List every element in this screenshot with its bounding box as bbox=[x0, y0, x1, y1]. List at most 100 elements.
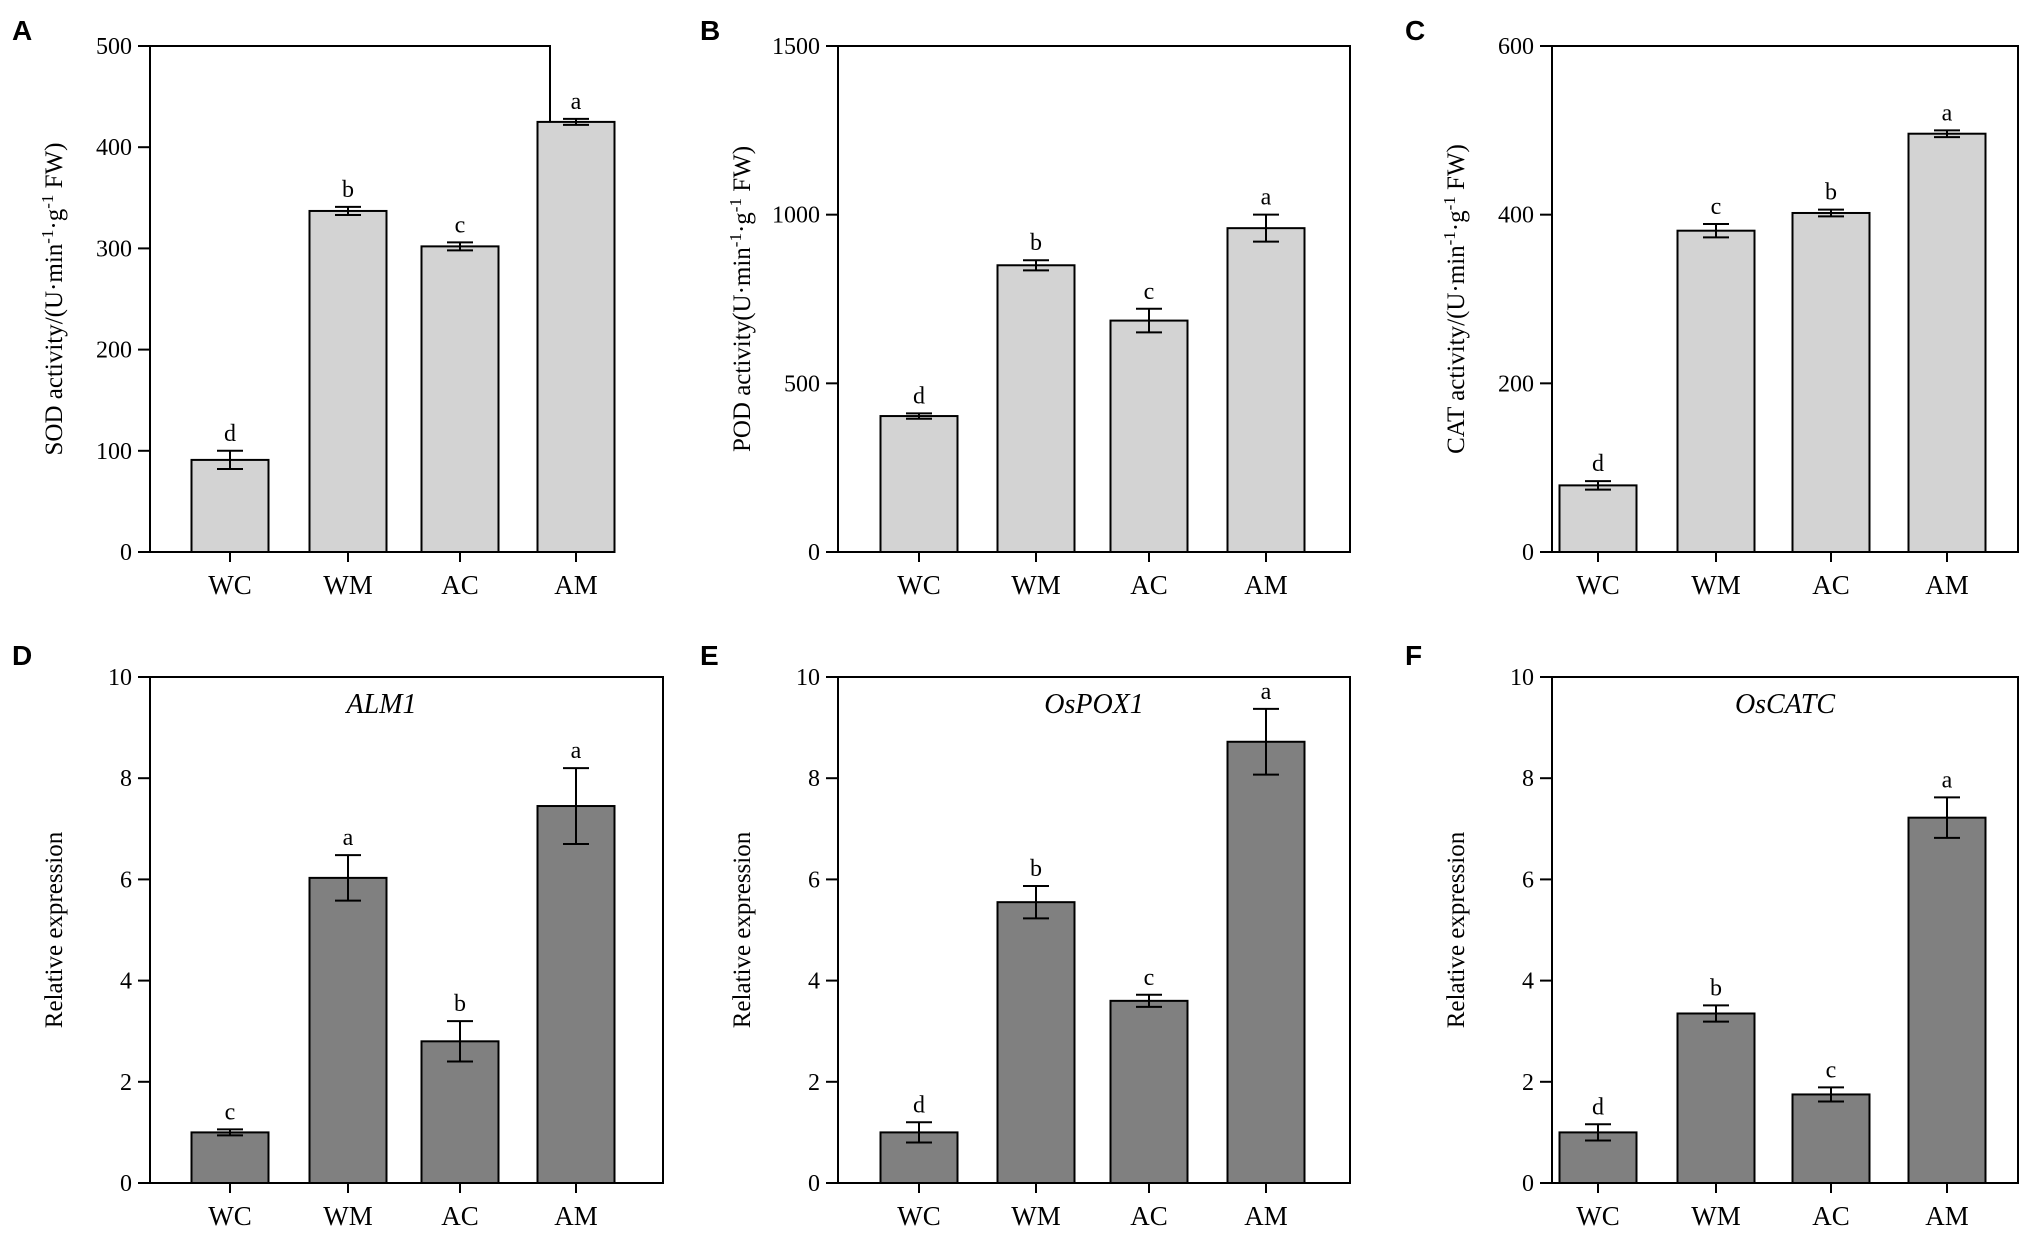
significance-letter: a bbox=[1261, 185, 1272, 211]
x-category-label: WM bbox=[1011, 570, 1061, 600]
y-tick-label: 100 bbox=[96, 439, 132, 465]
x-category-label: WM bbox=[1691, 570, 1741, 600]
significance-letter: a bbox=[343, 825, 354, 851]
y-tick-label: 0 bbox=[120, 1171, 132, 1197]
y-tick-label: 0 bbox=[808, 1171, 820, 1197]
y-axis-label: CAT activity/(U·min-1·g-1 FW) bbox=[1440, 144, 1471, 454]
bar-am bbox=[1226, 740, 1306, 1184]
y-tick-label: 1000 bbox=[772, 203, 820, 229]
panel-letter: F bbox=[1405, 640, 1422, 671]
panel-letter: C bbox=[1405, 15, 1425, 46]
y-tick-label: 600 bbox=[1498, 34, 1534, 60]
significance-letter: b bbox=[1030, 856, 1042, 882]
plot-frame bbox=[1551, 676, 2019, 1184]
significance-letter: a bbox=[1942, 100, 1953, 126]
x-category-label: AC bbox=[1130, 570, 1168, 600]
y-tick-label: 10 bbox=[1510, 665, 1534, 691]
significance-letter: c bbox=[225, 1099, 236, 1125]
significance-letter: c bbox=[1826, 1057, 1837, 1083]
y-tick-label: 500 bbox=[96, 34, 132, 60]
bar-am bbox=[536, 805, 616, 1185]
panel-letter: A bbox=[12, 15, 32, 46]
y-tick-label: 6 bbox=[1522, 867, 1534, 893]
y-axis-label: POD activity(U·min-1·g-1 FW) bbox=[726, 146, 757, 452]
bar-am bbox=[1907, 816, 1987, 1185]
x-category-label: WM bbox=[1691, 1201, 1741, 1231]
bar-wc bbox=[190, 1131, 270, 1185]
significance-letter: c bbox=[1144, 279, 1155, 305]
y-tick-label: 300 bbox=[96, 236, 132, 262]
y-tick-label: 0 bbox=[1522, 1171, 1534, 1197]
y-axis-label: Relative expression bbox=[729, 831, 756, 1028]
x-category-label: WM bbox=[323, 1201, 373, 1231]
bar-ac bbox=[1791, 211, 1871, 553]
y-tick-label: 2 bbox=[808, 1070, 820, 1096]
y-tick-label: 10 bbox=[108, 665, 132, 691]
significance-letter: a bbox=[571, 89, 582, 115]
x-category-label: AC bbox=[1812, 1201, 1850, 1231]
bar-ac bbox=[420, 1040, 500, 1184]
y-tick-label: 400 bbox=[1498, 203, 1534, 229]
y-tick-label: 200 bbox=[96, 338, 132, 364]
significance-letter: d bbox=[1592, 451, 1604, 477]
bar-wc bbox=[1558, 484, 1638, 554]
y-tick-label: 2 bbox=[1522, 1070, 1534, 1096]
y-tick-label: 8 bbox=[1522, 766, 1534, 792]
y-tick-label: 200 bbox=[1498, 371, 1534, 397]
y-tick-label: 8 bbox=[808, 766, 820, 792]
x-category-label: AM bbox=[1925, 570, 1969, 600]
y-tick-label: 2 bbox=[120, 1070, 132, 1096]
bar-am bbox=[536, 120, 616, 554]
bar-wm bbox=[1676, 229, 1756, 553]
bar-ac bbox=[420, 245, 500, 553]
y-tick-label: 500 bbox=[784, 371, 820, 397]
x-category-label: AM bbox=[1925, 1201, 1969, 1231]
bar-ac bbox=[1109, 999, 1189, 1185]
bar-wm bbox=[996, 264, 1076, 553]
significance-letter: c bbox=[1711, 194, 1722, 220]
significance-letter: b bbox=[1825, 180, 1837, 206]
gene-title: OsCATC bbox=[1735, 689, 1835, 720]
y-tick-label: 0 bbox=[1522, 540, 1534, 566]
significance-letter: b bbox=[342, 177, 354, 203]
panel-f: F 0 2 4 6 8 10 Relative expression OsCATC d WC b WM c… bbox=[1405, 640, 2019, 1231]
significance-letter: d bbox=[913, 1092, 925, 1118]
x-category-label: WC bbox=[897, 1201, 941, 1231]
panel-b: B 0 500 1000 1500 POD activity(U·min-1·g-1 FW… bbox=[700, 15, 1351, 600]
y-tick-label: 10 bbox=[796, 665, 820, 691]
plot-frame bbox=[1551, 45, 2019, 553]
x-category-label: WM bbox=[1011, 1201, 1061, 1231]
significance-letter: b bbox=[1710, 975, 1722, 1001]
x-category-label: AC bbox=[1130, 1201, 1168, 1231]
bar-wc bbox=[190, 458, 270, 553]
y-tick-label: 4 bbox=[120, 969, 132, 995]
x-category-label: AC bbox=[441, 570, 479, 600]
x-category-label: WC bbox=[208, 570, 252, 600]
y-axis-label: Relative expression bbox=[1443, 831, 1470, 1028]
y-axis-label: Relative expression bbox=[41, 831, 68, 1028]
y-axis-label: SOD activity/(U·min-1·g-1 FW) bbox=[38, 142, 69, 455]
bar-am bbox=[1226, 227, 1306, 553]
significance-letter: a bbox=[1942, 767, 1953, 793]
significance-letter: c bbox=[455, 212, 466, 238]
panel-e: E 0 2 4 6 8 10 Relative expression OsPOX1 d WC b WM c… bbox=[700, 640, 1351, 1231]
panel-letter: D bbox=[12, 640, 32, 671]
x-category-label: AM bbox=[1244, 1201, 1288, 1231]
significance-letter: d bbox=[1592, 1094, 1604, 1120]
y-tick-label: 400 bbox=[96, 135, 132, 161]
significance-letter: a bbox=[571, 738, 582, 764]
y-tick-label: 0 bbox=[808, 540, 820, 566]
significance-letter: b bbox=[454, 991, 466, 1017]
x-category-label: WC bbox=[1576, 570, 1620, 600]
y-tick-label: 6 bbox=[120, 867, 132, 893]
x-category-label: AM bbox=[554, 570, 598, 600]
plot-frame bbox=[837, 45, 1351, 553]
bar-wc bbox=[879, 415, 959, 553]
plot-frame bbox=[149, 676, 664, 1184]
x-category-label: WC bbox=[1576, 1201, 1620, 1231]
significance-letter: c bbox=[1144, 965, 1155, 991]
x-category-label: AC bbox=[441, 1201, 479, 1231]
panel-a: A 0 100 200 300 400 500 SOD activity/(U·min-1·g… bbox=[12, 15, 616, 600]
gene-title: OsPOX1 bbox=[1044, 689, 1144, 720]
bar-wm bbox=[1676, 1012, 1756, 1184]
